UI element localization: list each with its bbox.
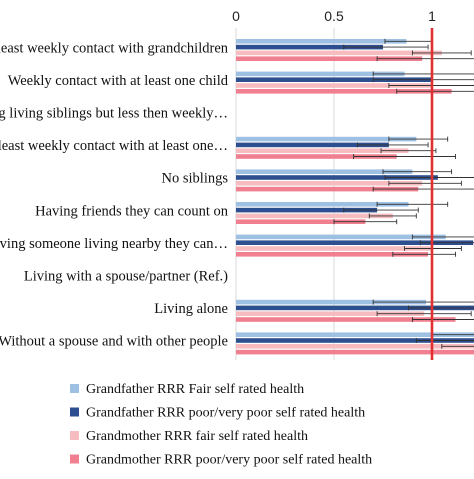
bar (236, 186, 419, 192)
category-label: Living alone (154, 301, 228, 317)
bar (236, 213, 393, 219)
legend: Grandfather RRR Fair self rated health Gr… (70, 382, 372, 468)
legend-swatch (70, 454, 79, 464)
x-tick-label: 0 (232, 8, 240, 24)
bars (236, 39, 474, 355)
bar (236, 338, 474, 343)
x-tick-label: 1 (428, 8, 436, 24)
legend-swatch (70, 407, 79, 417)
bar (236, 349, 474, 355)
legend-label: Grandmother RRR fair self rated health (86, 429, 308, 444)
bar (236, 240, 474, 245)
category-label: Having friends they can count on (35, 203, 229, 219)
bar (236, 83, 432, 88)
bar (236, 181, 423, 186)
x-axis-ticks: 00.511.522.5 (232, 8, 436, 24)
bar (236, 344, 474, 349)
legend-label: Grandfather RRR poor/very poor self rate… (86, 406, 365, 421)
bar (236, 175, 438, 180)
legend-label: Grandmother RRR poor/very poor self rate… (86, 453, 372, 468)
bar (236, 311, 425, 316)
bar (236, 169, 413, 174)
legend-swatch (70, 384, 79, 393)
bar (236, 142, 389, 148)
category-label: Having someone living nearby they can… (0, 236, 228, 252)
bar (236, 44, 383, 50)
x-tick-label: 0.5 (324, 8, 344, 24)
category-label: Having living siblings but less then wee… (0, 106, 228, 122)
bar (236, 71, 405, 77)
category-label: Living with a spouse/partner (Ref.) (24, 269, 228, 285)
bar (236, 154, 397, 159)
bar (236, 252, 429, 257)
category-label: No siblings (162, 171, 229, 187)
category-label: Weekly contact with at least one child (8, 73, 229, 89)
bar (236, 50, 442, 56)
bar (236, 219, 366, 224)
bar (236, 56, 423, 61)
bar (236, 305, 474, 311)
bar (236, 246, 432, 251)
bar (236, 77, 432, 82)
bar (236, 234, 446, 240)
bar (236, 39, 407, 44)
bar (236, 136, 417, 142)
bar (236, 148, 409, 153)
bar (236, 332, 474, 337)
category-labels: At least weekly contact with grandchildr… (0, 40, 229, 349)
category-label: At least weekly contact with at least on… (0, 138, 228, 154)
bar (236, 299, 427, 305)
bar (236, 202, 409, 207)
legend-label: Grandfather RRR Fair self rated health (86, 382, 304, 397)
error-bars (333, 38, 474, 349)
legend-swatch (70, 431, 79, 440)
bar (236, 207, 378, 213)
category-label: Without a spouse and with other people (0, 334, 228, 350)
bar (236, 89, 452, 94)
bar (236, 317, 456, 322)
category-label: At least weekly contact with grandchildr… (0, 40, 229, 56)
